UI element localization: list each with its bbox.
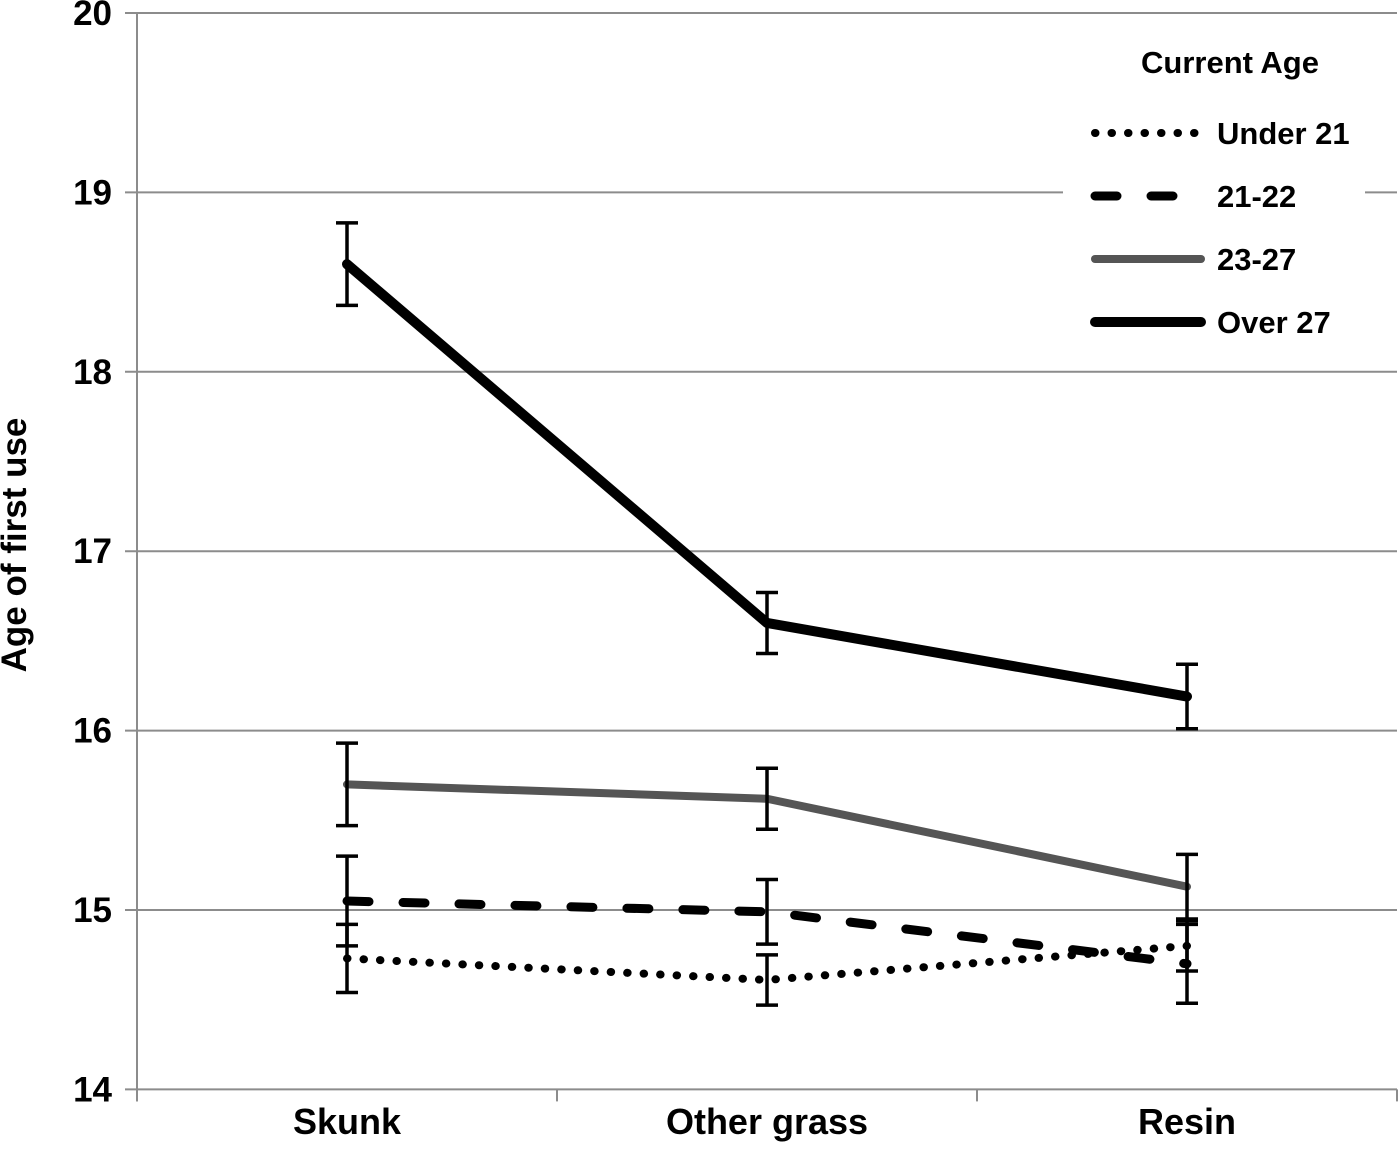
- legend-label-23-27: 23-27: [1217, 242, 1296, 277]
- y-tick-label-16: 16: [73, 712, 112, 751]
- error-bar-over-27-other-grass: [756, 590, 778, 656]
- error-bar-over-27-skunk: [336, 221, 358, 308]
- y-tick-label-18: 18: [73, 353, 112, 392]
- y-tick-label-20: 20: [73, 0, 112, 33]
- error-bar-over-27-resin: [1176, 662, 1198, 731]
- legend-label-21-22: 21-22: [1217, 179, 1296, 214]
- x-category-label-skunk: Skunk: [293, 1101, 402, 1142]
- x-category-label-other-grass: Other grass: [666, 1101, 868, 1142]
- y-tick-label-19: 19: [73, 173, 112, 212]
- error-bar-23-27-other-grass: [756, 766, 778, 832]
- error-bar-23-27-resin: [1176, 852, 1198, 921]
- x-category-label-resin: Resin: [1138, 1101, 1236, 1142]
- y-tick-label-15: 15: [73, 891, 112, 930]
- error-bar-21-22-resin: [1176, 922, 1198, 1006]
- error-bar-21-22-other-grass: [756, 877, 778, 946]
- y-axis-title: Age of first use: [0, 418, 34, 673]
- y-tick-label-14: 14: [73, 1070, 112, 1109]
- legend-box: [1063, 25, 1365, 355]
- y-tick-label-17: 17: [73, 532, 112, 571]
- legend-label-over-27: Over 27: [1217, 305, 1331, 340]
- error-bar-under-21-other-grass: [756, 953, 778, 1007]
- error-bar-21-22-skunk: [336, 854, 358, 948]
- legend-title: Current Age: [1141, 45, 1319, 80]
- error-bar-23-27-skunk: [336, 741, 358, 828]
- legend-label-under-21: Under 21: [1217, 116, 1350, 151]
